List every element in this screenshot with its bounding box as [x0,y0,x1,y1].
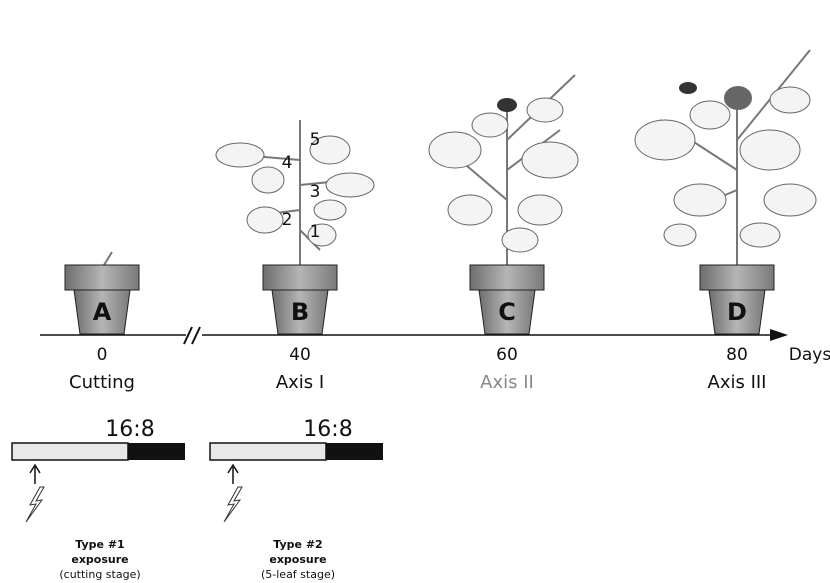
leaf-number: 2 [282,210,293,230]
pot-letter: D [727,298,747,326]
dark-period [326,443,383,460]
day-label: 80 [726,345,748,365]
stage-label: Cutting [69,372,135,393]
light-period [12,443,128,460]
leaf-number: 3 [310,182,321,202]
pot-letter: B [291,298,309,326]
photoperiod-label: 16:8 [303,417,352,442]
pot-rim [65,265,139,290]
lightning [224,487,242,522]
exposure-word: exposure [269,553,326,566]
plant-c [429,75,578,265]
cutting [104,252,112,265]
stage-label: Axis II [480,372,534,393]
diagram: {"stages": [ {"pot": "A", "day": 0, "lab… [0,0,830,583]
pot-rim [263,265,337,290]
timeline-arrow [770,329,788,341]
axis-unit: Days [789,345,830,365]
leaf-number: 1 [310,222,321,242]
pot-letter: C [498,298,516,326]
stage-label: Axis III [708,372,767,393]
plant-b [216,120,374,265]
plants [104,50,816,265]
exposure-type: Type #1 [75,538,124,551]
exposure-type: Type #2 [273,538,322,551]
day-label: 40 [289,345,311,365]
leaf-number: 5 [310,130,321,150]
pot-rim [470,265,544,290]
pot-letter: A [93,298,112,326]
day-label: 60 [496,345,518,365]
dark-period [128,443,185,460]
plant-d [635,50,816,265]
stage-label: Axis I [276,372,324,393]
leaf-number: 4 [282,153,293,173]
day-label: 0 [97,345,108,365]
exposure-arrow [30,465,40,484]
light-period [210,443,326,460]
exposure-stage: (5-leaf stage) [261,568,335,581]
exposure-word: exposure [71,553,128,566]
exposure-stage: (cutting stage) [59,568,140,581]
lightning [26,487,44,522]
pot-rim [700,265,774,290]
photoperiod-label: 16:8 [105,417,154,442]
exposure-arrow [228,465,238,484]
